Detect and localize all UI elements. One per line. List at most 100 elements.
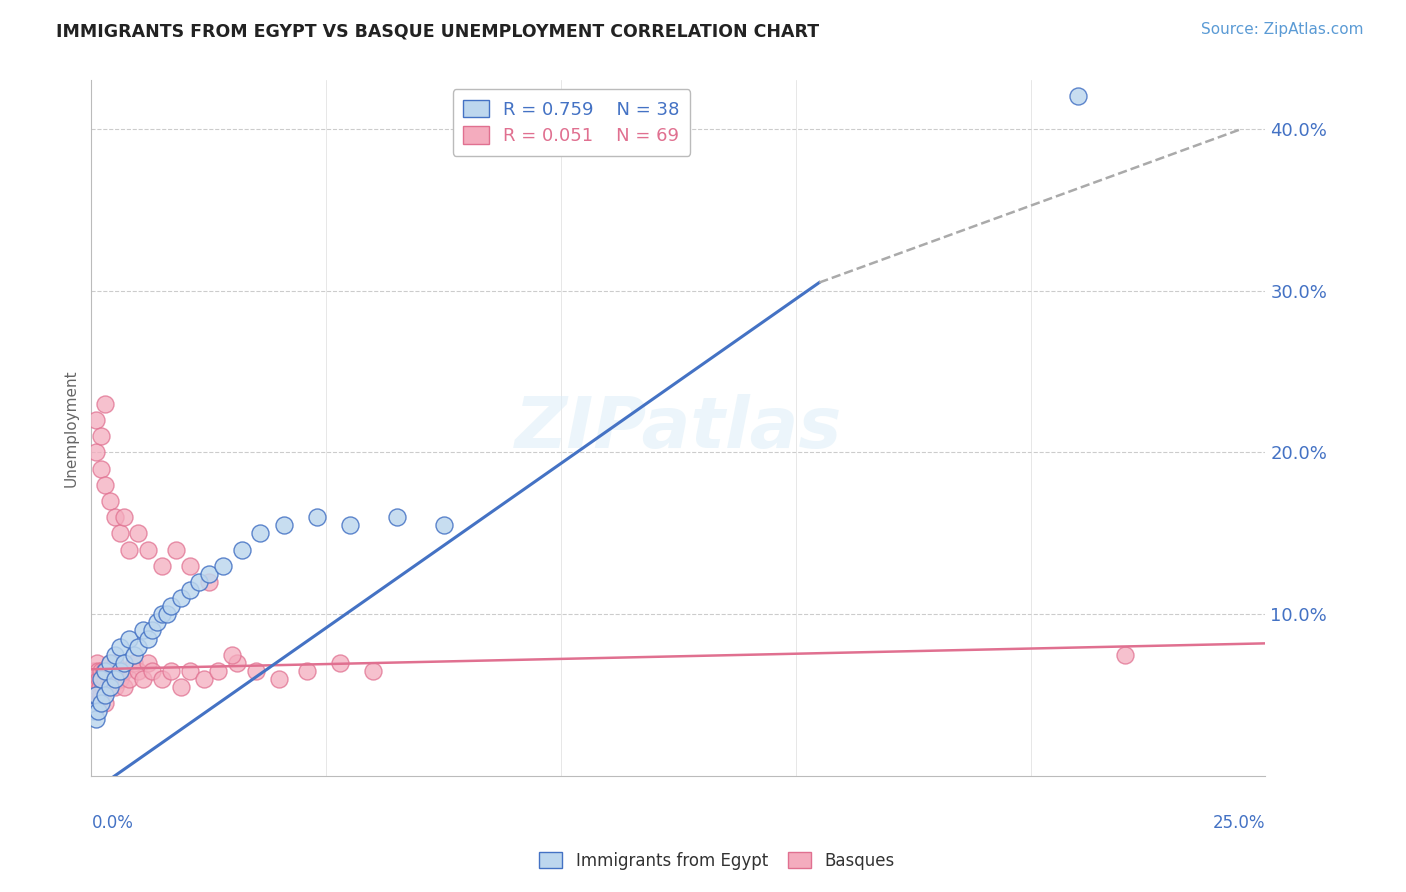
Point <box>104 672 127 686</box>
Point <box>165 542 187 557</box>
Point <box>84 445 107 459</box>
Y-axis label: Unemployment: Unemployment <box>63 369 79 487</box>
Point <box>197 574 219 589</box>
Point <box>150 607 173 622</box>
Point <box>93 664 115 678</box>
Point <box>297 664 319 678</box>
Point <box>146 615 169 630</box>
Point <box>155 607 177 622</box>
Point <box>87 704 110 718</box>
Point <box>197 566 219 581</box>
Point <box>141 664 163 678</box>
Point <box>127 664 149 678</box>
Point <box>82 672 104 686</box>
Point <box>179 558 201 573</box>
Point <box>160 599 183 614</box>
Point <box>84 713 107 727</box>
Point <box>136 542 159 557</box>
Point <box>122 656 145 670</box>
Point <box>136 632 159 646</box>
Point <box>150 558 173 573</box>
Point <box>132 624 155 638</box>
Point <box>90 429 112 443</box>
Point <box>98 494 121 508</box>
Point <box>169 591 191 605</box>
Point <box>98 672 121 686</box>
Point <box>169 680 191 694</box>
Point <box>84 688 107 702</box>
Point <box>90 672 112 686</box>
Point <box>86 680 108 694</box>
Point <box>108 664 131 678</box>
Point <box>108 526 131 541</box>
Point <box>269 672 291 686</box>
Point <box>98 680 121 694</box>
Point <box>141 624 163 638</box>
Point <box>94 477 117 491</box>
Point <box>94 696 117 710</box>
Point <box>1066 89 1088 103</box>
Point <box>98 656 121 670</box>
Point <box>305 510 328 524</box>
Point <box>108 664 131 678</box>
Point <box>108 640 131 654</box>
Point <box>339 518 361 533</box>
Point <box>136 656 159 670</box>
Point <box>84 672 107 686</box>
Text: IMMIGRANTS FROM EGYPT VS BASQUE UNEMPLOYMENT CORRELATION CHART: IMMIGRANTS FROM EGYPT VS BASQUE UNEMPLOY… <box>56 22 820 40</box>
Point <box>112 510 135 524</box>
Point <box>179 582 201 597</box>
Point <box>385 510 408 524</box>
Point <box>84 696 107 710</box>
Point <box>112 664 135 678</box>
Point <box>87 696 110 710</box>
Point <box>432 518 454 533</box>
Point <box>108 672 131 686</box>
Point <box>90 672 112 686</box>
Point <box>112 656 135 670</box>
Point <box>82 688 104 702</box>
Point <box>82 680 104 694</box>
Point <box>127 526 149 541</box>
Point <box>118 672 141 686</box>
Point <box>104 680 127 694</box>
Point <box>87 664 110 678</box>
Point <box>112 680 135 694</box>
Point <box>90 696 112 710</box>
Point <box>89 680 111 694</box>
Point <box>84 413 107 427</box>
Point <box>83 704 105 718</box>
Point <box>90 461 112 475</box>
Point <box>245 664 267 678</box>
Text: ZIPatlas: ZIPatlas <box>515 393 842 463</box>
Point <box>104 510 127 524</box>
Point <box>90 664 112 678</box>
Point <box>150 672 173 686</box>
Point <box>127 640 149 654</box>
Point <box>94 672 117 686</box>
Point <box>118 542 141 557</box>
Point <box>86 656 108 670</box>
Legend: Immigrants from Egypt, Basques: Immigrants from Egypt, Basques <box>533 845 901 877</box>
Point <box>90 688 112 702</box>
Point <box>273 518 295 533</box>
Point <box>179 664 201 678</box>
Point <box>94 664 117 678</box>
Point <box>87 672 110 686</box>
Point <box>98 656 121 670</box>
Point <box>212 558 235 573</box>
Text: 0.0%: 0.0% <box>91 814 134 832</box>
Point <box>361 664 384 678</box>
Text: Source: ZipAtlas.com: Source: ZipAtlas.com <box>1201 22 1364 37</box>
Point <box>94 688 117 702</box>
Point <box>132 672 155 686</box>
Point <box>188 574 211 589</box>
Point <box>101 664 124 678</box>
Point <box>226 656 249 670</box>
Point <box>193 672 215 686</box>
Text: 25.0%: 25.0% <box>1213 814 1265 832</box>
Point <box>83 680 105 694</box>
Point <box>104 648 127 662</box>
Point <box>249 526 271 541</box>
Point <box>96 664 118 678</box>
